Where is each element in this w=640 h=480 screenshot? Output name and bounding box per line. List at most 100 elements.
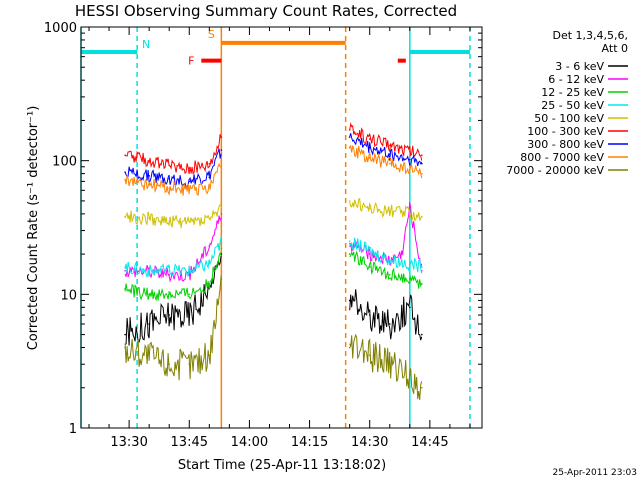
- series-8-seg2-point-2: [388, 363, 391, 366]
- series-4: [124, 197, 423, 229]
- series-3-seg2-point-4: [421, 266, 423, 268]
- series-7-seg1-point-3: [188, 189, 191, 192]
- series-7-seg1-point-2: [168, 187, 171, 190]
- series-3-seg1-point-4: [208, 262, 211, 265]
- series-3: [124, 236, 423, 278]
- legend-header: Det 1,3,4,5,6, Att 0: [552, 29, 628, 55]
- series-1-seg1-point-5: [220, 213, 223, 215]
- series-4-seg1-point-4: [208, 217, 211, 220]
- series-6-seg2-point-4: [421, 162, 423, 165]
- series-5: [124, 122, 423, 175]
- series-3-seg1-point-1: [148, 269, 150, 272]
- x-axis-label: Start Time (25-Apr-11 13:18:02): [178, 458, 386, 473]
- series-6-seg1-point-3: [188, 180, 191, 183]
- series-2-seg2-point-0: [348, 253, 351, 255]
- series-3-seg1-point-2: [168, 269, 171, 272]
- series-0-seg1-point-1: [148, 323, 150, 325]
- series-2-seg1-point-3: [188, 293, 191, 296]
- series-2-seg1-point-5: [220, 247, 223, 250]
- series-7-seg1-point-5: [220, 159, 223, 162]
- y-tick-label-1: 10: [60, 288, 77, 303]
- series-5-seg2-point-4: [421, 154, 423, 156]
- series-3-seg1-point-5: [220, 240, 223, 242]
- legend-label-4: 50 - 100 keV: [534, 112, 604, 125]
- chart-title: HESSI Observing Summary Count Rates, Cor…: [75, 2, 457, 20]
- series-5-seg1-point-3: [188, 167, 191, 169]
- series-5-seg1-point-1: [148, 159, 150, 162]
- series-4-seg1-point-2: [168, 220, 171, 223]
- series-4-seg2-point-3: [409, 213, 411, 215]
- series-4-seg2-point-1: [368, 207, 371, 210]
- series-8-seg1-point-2: [168, 363, 171, 366]
- legend-label-7: 800 - 7000 keV: [520, 151, 604, 164]
- series-0-seg1-line: [124, 255, 222, 346]
- series-2-seg1-point-4: [208, 282, 211, 285]
- legend-label-5: 100 - 300 keV: [527, 125, 604, 138]
- series-8: [124, 275, 423, 400]
- series-5-seg1-point-4: [208, 162, 211, 165]
- series-0-seg2-line: [349, 289, 423, 341]
- series-8-seg1-point-0: [124, 346, 126, 349]
- series-4-seg2-point-2: [388, 210, 391, 212]
- series-7-seg2-point-2: [388, 162, 391, 165]
- series-8-seg1-point-5: [220, 278, 223, 280]
- legend-label-0: 3 - 6 keV: [555, 60, 604, 73]
- axes: 13:30 13:45 14:00 14:15 14:30 14:45 1 10 100 1000: [44, 21, 483, 450]
- series-3-seg2-point-0: [348, 240, 351, 242]
- plot-area: N S F: [80, 27, 471, 428]
- series-5-seg2-point-2: [388, 144, 391, 147]
- series-8-seg2-point-3: [409, 374, 411, 376]
- series-6-seg2-line: [349, 133, 423, 168]
- series-1-seg2-point-1: [368, 253, 371, 255]
- series-1-seg1-point-3: [188, 274, 191, 276]
- x-tick-label-3: 14:15: [291, 435, 328, 450]
- series-5-seg2-point-1: [368, 138, 371, 140]
- series-1-seg1-point-4: [208, 245, 211, 247]
- series-7-seg2-point-3: [409, 169, 411, 171]
- x-tick-label-0: 13:30: [110, 435, 147, 450]
- series-0-seg2-point-2: [388, 323, 391, 325]
- series-7-seg1-line: [124, 162, 222, 197]
- series-6-seg1-line: [124, 148, 222, 189]
- series-1-seg1-point-0: [124, 269, 126, 272]
- series-5-seg1-point-2: [168, 164, 171, 167]
- legend-header-line-1: Det 1,3,4,5,6,: [552, 29, 628, 42]
- series-7-seg2-point-0: [348, 146, 351, 149]
- series-2-seg2-point-1: [368, 266, 371, 268]
- series-3-seg1-point-3: [188, 269, 191, 272]
- y-axis-label: Corrected Count Rate (s⁻¹ detector⁻¹): [26, 106, 41, 351]
- series-0-seg2-point-3: [409, 306, 411, 309]
- series-6-seg2-point-1: [368, 146, 371, 149]
- series-2: [124, 247, 423, 302]
- legend-label-1: 6 - 12 keV: [548, 73, 604, 86]
- series-1-seg1-point-2: [168, 274, 171, 276]
- legend-header-line-2: Att 0: [602, 42, 628, 55]
- series-2-seg2-line: [349, 250, 423, 289]
- series-7-seg2-point-4: [421, 172, 423, 175]
- series-4-seg2-point-4: [421, 216, 423, 218]
- series-4-seg2-line: [349, 197, 423, 222]
- series-3-seg2-line: [349, 237, 423, 274]
- series-4-seg1-point-5: [220, 206, 223, 208]
- series-0: [124, 253, 423, 346]
- x-tick-label-4: 14:30: [351, 435, 388, 450]
- series-4-seg1-point-3: [188, 220, 191, 223]
- series-8-seg1-point-3: [188, 363, 191, 366]
- series-4-seg1-line: [124, 204, 222, 229]
- x-tick-label-5: 14:45: [411, 435, 448, 450]
- series-6: [124, 133, 423, 189]
- series-7-seg2-point-1: [368, 157, 371, 159]
- series-8-seg2-point-4: [421, 386, 423, 389]
- series-8-seg1-point-4: [208, 354, 211, 357]
- series-0-seg1-point-0: [124, 333, 126, 336]
- legend-label-6: 300 - 800 keV: [527, 138, 604, 151]
- flag-label-F: F: [188, 55, 194, 68]
- series-2-seg1-point-2: [168, 293, 171, 296]
- series-5-seg1-point-5: [220, 136, 223, 138]
- y-tick-label-3: 1000: [44, 21, 77, 36]
- series-0-seg2-point-1: [368, 314, 371, 316]
- series-6-seg2-point-2: [388, 153, 391, 155]
- series-2-seg2-point-4: [421, 282, 423, 285]
